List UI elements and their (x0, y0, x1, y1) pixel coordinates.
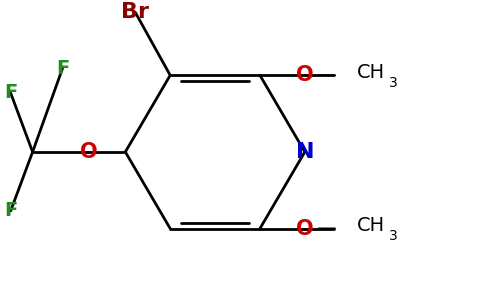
Text: O: O (296, 219, 314, 238)
Text: —: — (317, 66, 336, 85)
Text: O: O (80, 142, 97, 162)
Text: F: F (4, 83, 17, 103)
Text: F: F (56, 59, 69, 78)
Text: F: F (4, 201, 17, 220)
Text: O: O (296, 65, 314, 85)
Text: —: — (317, 219, 336, 238)
Text: CH: CH (357, 63, 385, 82)
Text: 3: 3 (389, 230, 397, 243)
Text: Br: Br (121, 2, 149, 22)
Text: N: N (296, 142, 314, 162)
Text: 3: 3 (389, 76, 397, 90)
Text: CH: CH (357, 216, 385, 235)
